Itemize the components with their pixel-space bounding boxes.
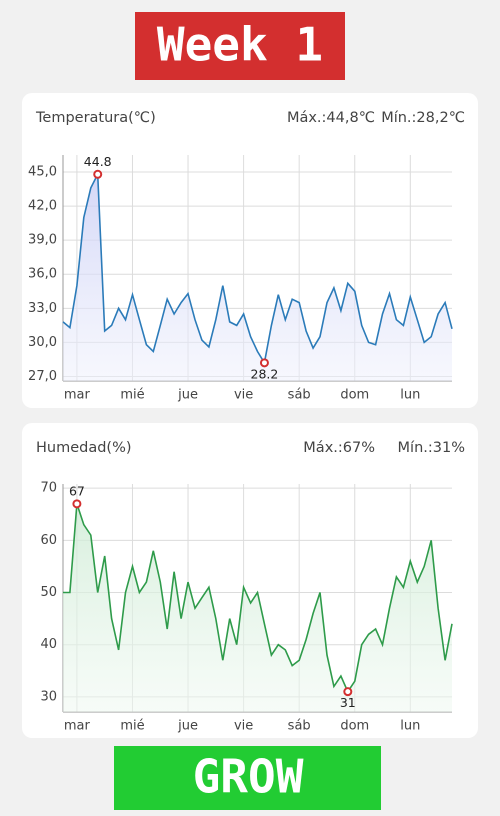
footer-label: GROW [193,750,304,804]
extreme-marker [343,687,353,697]
y-tick-label: 45,0 [28,165,57,180]
extreme-marker [259,358,269,368]
line [62,171,453,365]
footer-banner [114,746,381,810]
data-label: 67 [69,483,85,498]
min-label: Mín.:28,2℃ [381,110,465,126]
header-banner [135,12,345,80]
x-tick-label: mar [64,388,91,403]
chart-title: Temperatura(℃) [35,110,156,126]
max-label: Máx.:67% [303,440,375,456]
y-tick-label: 60 [40,533,57,548]
x-tick-label: lun [400,388,420,403]
x-tick-label: mié [120,388,144,403]
data-label: 28.2 [251,366,279,381]
y-tick-label: 70 [40,481,57,496]
x-tick-label: mar [64,719,91,734]
x-tick-label: jue [177,388,198,403]
x-tick-label: lun [400,719,420,734]
header-title: Week 1 [157,18,323,72]
x-tick-label: sáb [288,388,311,403]
chart-title: Humedad(%) [36,440,132,456]
min-label: Mín.:31% [398,440,465,456]
y-tick-label: 36,0 [28,267,57,282]
extreme-marker [72,499,82,509]
y-tick-label: 40 [40,637,57,652]
x-tick-label: sáb [288,719,311,734]
x-tick-label: vie [234,719,253,734]
x-tick-label: vie [234,388,253,403]
extreme-marker [93,169,103,179]
area [63,174,452,381]
y-tick-label: 39,0 [28,233,57,248]
y-tick-label: 33,0 [28,301,57,316]
y-tick-label: 27,0 [28,369,57,384]
max-label: Máx.:44,8℃ [287,110,375,126]
y-tick-label: 42,0 [28,199,57,214]
y-tick-label: 50 [40,585,57,600]
line [63,503,453,694]
y-tick-label: 30,0 [28,335,57,350]
data-label: 44.8 [84,154,112,169]
x-tick-label: dom [340,719,369,734]
x-tick-label: jue [177,719,198,734]
data-label: 31 [340,695,356,710]
area [63,503,452,712]
y-tick-label: 30 [40,689,57,704]
x-tick-label: mié [120,719,144,734]
x-tick-label: dom [340,388,369,403]
